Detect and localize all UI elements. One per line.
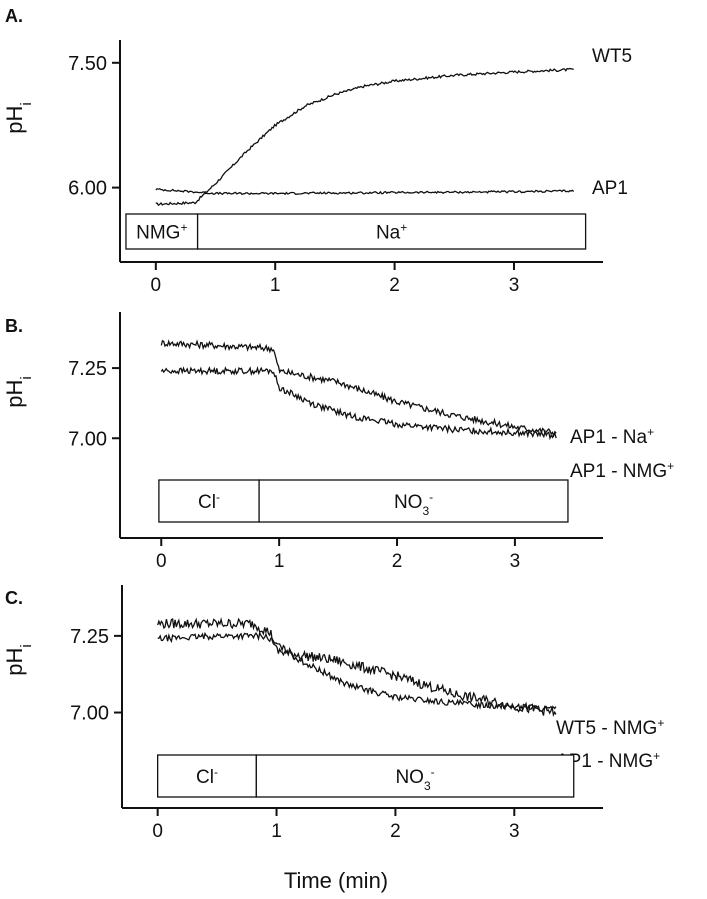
x-tick-label: 1 xyxy=(274,551,285,572)
x-tick-label: 1 xyxy=(271,821,282,842)
x-tick-label: 1 xyxy=(270,275,281,296)
series-line xyxy=(160,366,557,441)
x-tick-label: 0 xyxy=(151,275,162,296)
condition-label: NO3- xyxy=(395,765,434,793)
y-tick-label: 7.00 xyxy=(70,703,109,725)
x-tick-label: 2 xyxy=(392,551,403,572)
condition-label: NMG+ xyxy=(136,221,187,244)
y-axis-label: pHi xyxy=(2,102,35,133)
series-label: AP1 - NMG+ xyxy=(556,749,660,772)
series-line xyxy=(155,67,574,207)
condition-label: Cl- xyxy=(196,765,218,788)
series-label: AP1 - NMG+ xyxy=(570,459,674,482)
y-tick-label: 6.00 xyxy=(68,178,107,200)
panel-label: B. xyxy=(5,316,23,336)
panels: A. 6.00 7.50 0 1 2 3 pHi WT5 AP1 NMG+ Na+ B. 7.00 7.25… xyxy=(2,6,674,842)
x-tick-label: 0 xyxy=(156,551,167,572)
x-tick-label: 3 xyxy=(509,821,520,842)
series-line xyxy=(157,617,557,718)
y-tick-label: 7.00 xyxy=(68,428,107,450)
condition-box xyxy=(125,213,199,250)
condition-box xyxy=(157,754,257,798)
series-line xyxy=(155,187,575,196)
panel-1: A. 6.00 7.50 0 1 2 3 pHi WT5 AP1 NMG+ Na+ xyxy=(2,6,632,296)
x-tick-label: 3 xyxy=(510,551,521,572)
condition-label: Na+ xyxy=(376,221,407,244)
y-tick-label: 7.25 xyxy=(68,358,107,380)
condition-label: Cl- xyxy=(198,490,220,513)
x-tick-label: 2 xyxy=(390,821,401,842)
series-line xyxy=(160,339,557,438)
condition-box xyxy=(258,479,569,523)
x-tick-label: 0 xyxy=(152,821,163,842)
series-label: WT5 xyxy=(592,46,632,67)
condition-label: NO3- xyxy=(394,490,433,518)
panel-label: C. xyxy=(5,588,23,608)
condition-box xyxy=(196,213,587,250)
y-tick-label: 7.50 xyxy=(68,53,107,75)
x-axis-label: Time (min) xyxy=(284,868,388,893)
panel-label: A. xyxy=(5,6,23,26)
series-line xyxy=(157,631,557,712)
x-tick-label: 2 xyxy=(389,275,400,296)
y-axis-label: pHi xyxy=(2,376,35,407)
panel-3: C. 7.00 7.25 0 1 2 3 pHi WT5 - NMG+ AP1 - NMG+ Cl-… xyxy=(2,585,664,842)
y-axis-label: pHi xyxy=(2,644,35,675)
condition-box xyxy=(255,754,575,798)
y-tick-label: 7.25 xyxy=(70,626,109,648)
panel-2: B. 7.00 7.25 0 1 2 3 pHi AP1 - Na+ AP1 - NMG+ Cl- N… xyxy=(2,312,674,572)
series-label: AP1 xyxy=(592,178,628,199)
x-tick-label: 3 xyxy=(509,275,520,296)
series-label: AP1 - Na+ xyxy=(570,425,654,448)
series-label: WT5 - NMG+ xyxy=(556,716,664,739)
